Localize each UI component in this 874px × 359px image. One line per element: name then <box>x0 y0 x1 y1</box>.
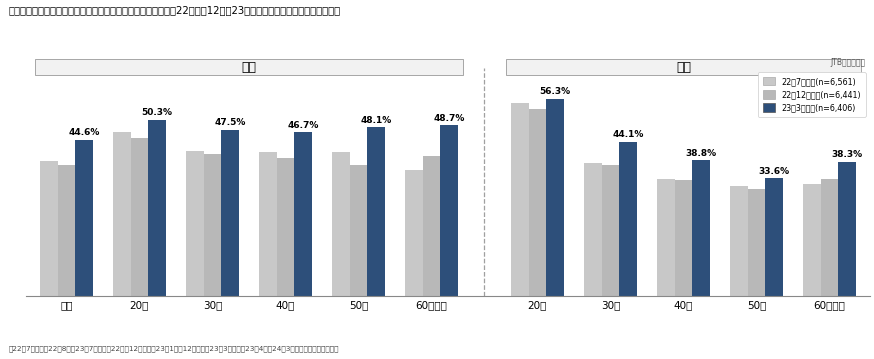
Bar <box>186 151 204 296</box>
Bar <box>675 181 692 296</box>
Bar <box>546 99 564 296</box>
Bar <box>730 186 747 296</box>
Text: 38.3%: 38.3% <box>831 150 863 159</box>
Text: ＊22年7月調査は22年8月～23年7月まで、22年度12月調査は23年1月～12月まで、23年3月調査は23年4月～24年3月までの国内旅行の予定: ＊22年7月調査は22年8月～23年7月まで、22年度12月調査は23年1月～1… <box>9 345 339 352</box>
Bar <box>423 156 440 296</box>
Text: 47.5%: 47.5% <box>214 118 246 127</box>
Bar <box>747 189 766 296</box>
Text: 今後1年以内に国内旅行を予定・検討している割合（22年7・12月・23年3月調査比較）: 今後1年以内に国内旅行を予定・検討している割合（22年7・12月・23年3月調査… <box>281 28 593 42</box>
Text: 48.7%: 48.7% <box>434 114 465 123</box>
Bar <box>584 163 601 296</box>
Bar <box>332 152 350 296</box>
Text: 44.1%: 44.1% <box>613 130 643 139</box>
Bar <box>350 165 367 296</box>
Bar <box>601 165 619 296</box>
Text: JTB総合研究所: JTB総合研究所 <box>830 58 865 67</box>
Bar <box>75 140 93 296</box>
Text: 男性: 男性 <box>241 61 256 74</box>
Text: 33.6%: 33.6% <box>759 167 789 176</box>
Text: 44.6%: 44.6% <box>68 128 100 137</box>
Bar <box>766 178 783 296</box>
Bar <box>113 132 130 296</box>
Bar <box>40 161 58 296</box>
Bar <box>657 179 675 296</box>
Legend: 22年7月調査(n=6,561), 22年12月調査(n=6,441), 23年3月調査(n=6,406): 22年7月調査(n=6,561), 22年12月調査(n=6,441), 23年… <box>758 72 865 117</box>
Bar <box>406 170 423 296</box>
Bar <box>838 162 856 296</box>
Text: 38.8%: 38.8% <box>685 149 717 158</box>
Bar <box>295 132 312 296</box>
Bar <box>260 152 277 296</box>
Bar <box>130 138 149 296</box>
Text: 50.3%: 50.3% <box>142 108 172 117</box>
Bar <box>821 179 838 296</box>
Text: 女性: 女性 <box>676 61 691 74</box>
Text: 56.3%: 56.3% <box>539 87 571 96</box>
Bar <box>619 141 636 296</box>
Bar <box>440 125 458 296</box>
Bar <box>529 108 546 296</box>
Text: （図２）今後１年以内に国内旅行を予定・検討している割合（22年７・12月、23年３月調査比較）　　（単数回答）: （図２）今後１年以内に国内旅行を予定・検討している割合（22年７・12月、23年… <box>9 5 341 15</box>
Bar <box>204 154 221 296</box>
Bar <box>221 130 239 296</box>
Bar <box>58 165 75 296</box>
Bar <box>277 158 295 296</box>
Text: 46.7%: 46.7% <box>288 121 319 130</box>
FancyBboxPatch shape <box>35 60 463 75</box>
Bar <box>803 184 821 296</box>
Text: 48.1%: 48.1% <box>360 116 392 125</box>
Bar <box>692 160 710 296</box>
FancyBboxPatch shape <box>506 60 861 75</box>
Bar <box>511 103 529 296</box>
Bar <box>367 127 385 296</box>
Bar <box>149 120 166 296</box>
